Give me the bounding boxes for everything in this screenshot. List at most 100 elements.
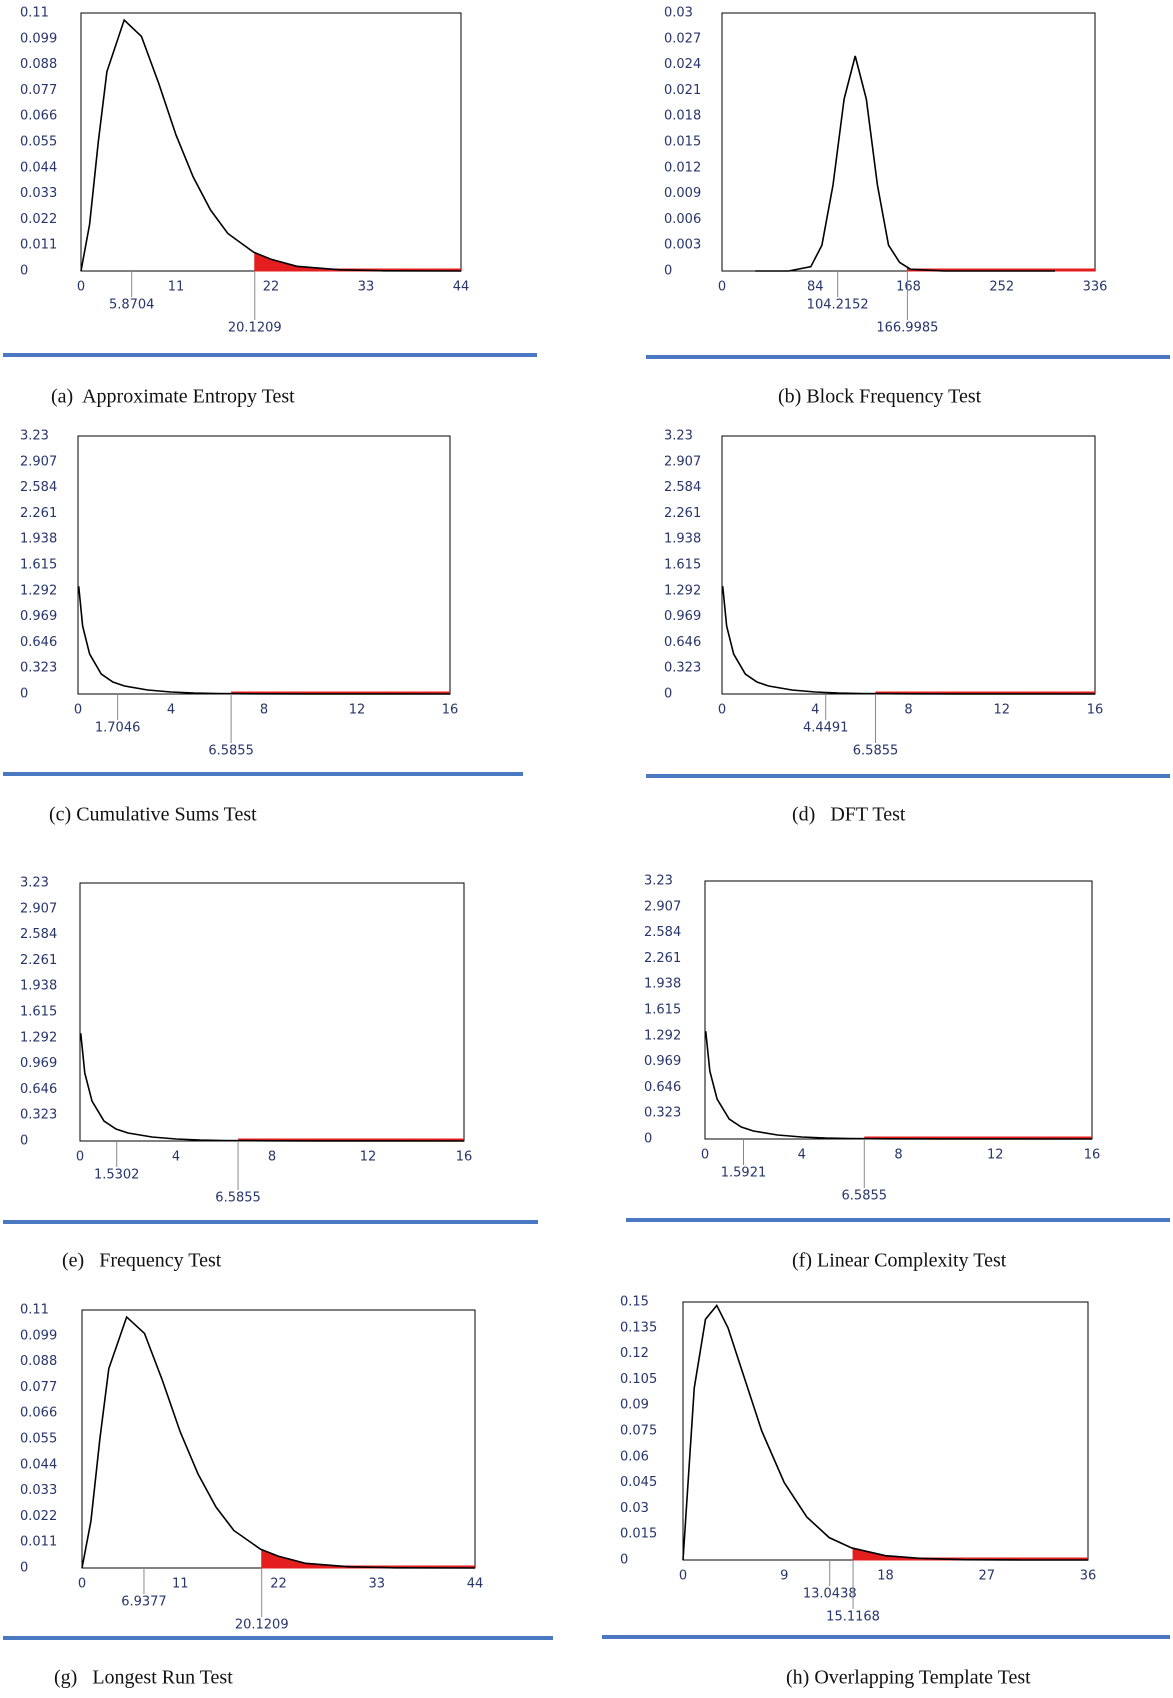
- y-tick-label: 0.012: [664, 160, 701, 175]
- y-tick-label: 0.027: [664, 31, 701, 46]
- critical-label: 20.1209: [228, 321, 282, 336]
- x-tick-label: 8: [894, 1148, 902, 1163]
- y-tick-label: 3.23: [664, 429, 693, 444]
- x-tick-label: 11: [168, 280, 185, 295]
- y-tick-label: 0.646: [644, 1080, 681, 1095]
- y-tick-label: 2.907: [644, 899, 681, 914]
- y-tick-label: 0.646: [20, 1082, 57, 1097]
- x-tick-label: 168: [896, 280, 921, 295]
- y-tick-label: 0.03: [620, 1501, 649, 1516]
- statistic-label: 1.7046: [95, 721, 141, 736]
- y-tick-label: 0.033: [20, 1483, 57, 1498]
- y-tick-label: 0.323: [644, 1106, 681, 1121]
- y-tick-label: 3.23: [20, 876, 49, 891]
- y-tick-label: 0.006: [664, 212, 701, 227]
- x-tick-label: 0: [74, 703, 82, 718]
- caption: (h) Overlapping Template Test: [786, 1667, 1031, 1689]
- y-tick-label: 0.12: [620, 1346, 649, 1361]
- y-tick-label: 0.024: [664, 57, 701, 72]
- y-tick-label: 0: [20, 1561, 28, 1576]
- y-tick-label: 0: [20, 687, 28, 702]
- critical-label: 6.5855: [853, 744, 899, 759]
- y-tick-label: 0.09: [620, 1398, 649, 1413]
- y-tick-label: 0.969: [20, 1056, 57, 1071]
- y-tick-label: 2.907: [20, 901, 57, 916]
- y-tick-label: 1.938: [20, 979, 57, 994]
- x-tick-label: 12: [349, 703, 366, 718]
- x-tick-label: 12: [360, 1150, 377, 1165]
- caption: (c) Cumulative Sums Test: [49, 804, 257, 826]
- y-tick-label: 0.969: [644, 1054, 681, 1069]
- y-tick-label: 0.045: [620, 1475, 657, 1490]
- plot-frame: [682, 1301, 1089, 1561]
- y-tick-label: 0.066: [20, 1406, 57, 1421]
- y-tick-label: 0.323: [664, 661, 701, 676]
- statistic-label: 104.2152: [807, 298, 869, 313]
- statistic-label: 4.4491: [803, 721, 849, 736]
- statistic-label: 5.8704: [109, 298, 155, 313]
- x-tick-label: 0: [679, 1569, 687, 1584]
- x-tick-label: 9: [780, 1569, 788, 1584]
- y-tick-label: 0.03: [664, 6, 693, 21]
- plot-frame: [81, 1309, 476, 1569]
- y-tick-label: 0.011: [20, 1535, 57, 1550]
- y-tick-label: 2.261: [20, 953, 57, 968]
- y-tick-label: 0.044: [20, 1457, 57, 1472]
- x-tick-label: 16: [1087, 703, 1104, 718]
- caption: (a) Approximate Entropy Test: [51, 386, 295, 408]
- y-tick-label: 1.292: [644, 1028, 681, 1043]
- density-curve: [755, 55, 1056, 272]
- y-tick-label: 1.292: [20, 583, 57, 598]
- y-tick-label: 0.969: [664, 609, 701, 624]
- y-tick-label: 1.615: [644, 1003, 681, 1018]
- y-tick-label: 0.044: [20, 160, 57, 175]
- y-tick-label: 1.938: [20, 532, 57, 547]
- y-tick-label: 1.615: [20, 558, 57, 573]
- plot-frame: [721, 12, 1096, 272]
- y-tick-label: 0.088: [20, 1354, 57, 1369]
- x-tick-label: 0: [77, 280, 85, 295]
- x-tick-label: 22: [263, 280, 280, 295]
- y-tick-label: 0.099: [20, 31, 57, 46]
- plot-frame: [721, 435, 1096, 695]
- y-tick-label: 1.615: [20, 1005, 57, 1020]
- x-tick-label: 4: [798, 1148, 806, 1163]
- y-tick-label: 0: [20, 264, 28, 279]
- y-tick-label: 0.055: [20, 1432, 57, 1447]
- y-tick-label: 0.022: [20, 1509, 57, 1524]
- caption: (d) DFT Test: [792, 804, 906, 826]
- y-tick-label: 1.938: [664, 532, 701, 547]
- y-tick-label: 0.066: [20, 109, 57, 124]
- x-tick-label: 4: [811, 703, 819, 718]
- x-tick-label: 33: [368, 1577, 385, 1592]
- x-tick-label: 0: [718, 280, 726, 295]
- statistic-label: 1.5302: [94, 1168, 140, 1183]
- caption: (b) Block Frequency Test: [778, 386, 982, 408]
- x-tick-label: 4: [167, 703, 175, 718]
- y-tick-label: 0.646: [664, 635, 701, 650]
- y-tick-label: 0.11: [20, 6, 49, 21]
- x-tick-label: 8: [268, 1150, 276, 1165]
- x-tick-label: 16: [442, 703, 459, 718]
- tail-area: [254, 251, 462, 272]
- y-tick-label: 0.11: [20, 1303, 49, 1318]
- y-tick-label: 2.584: [664, 480, 701, 495]
- density-curve: [77, 586, 451, 695]
- plot-frame: [704, 880, 1093, 1140]
- density-curve: [79, 1033, 465, 1142]
- y-tick-label: 3.23: [20, 429, 49, 444]
- y-tick-label: 3.23: [644, 874, 673, 889]
- y-tick-label: 1.938: [644, 977, 681, 992]
- x-tick-label: 16: [456, 1150, 473, 1165]
- density-curve: [81, 1315, 476, 1569]
- critical-label: 6.5855: [842, 1189, 888, 1204]
- y-tick-label: 0.077: [20, 83, 57, 98]
- y-tick-label: 0.009: [664, 186, 701, 201]
- y-tick-label: 0.077: [20, 1380, 57, 1395]
- x-tick-label: 12: [987, 1148, 1004, 1163]
- y-tick-label: 0: [664, 264, 672, 279]
- y-tick-label: 0.323: [20, 1108, 57, 1123]
- critical-label: 20.1209: [235, 1618, 289, 1633]
- y-tick-label: 0: [20, 1134, 28, 1149]
